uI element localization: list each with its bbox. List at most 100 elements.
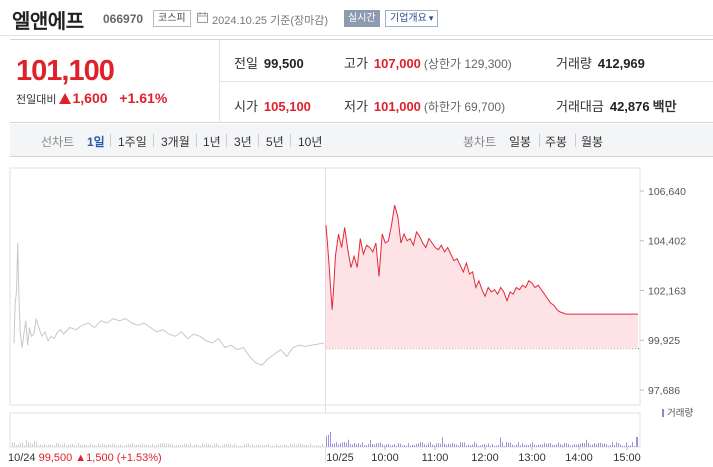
volume-bar: [214, 443, 215, 447]
tab-weekly-candle[interactable]: 주봉: [545, 135, 568, 149]
price-chart[interactable]: 106,640 104,402 102,163 99,925 97,686 거래량 10/2…: [0, 158, 713, 467]
change-percent: +1.61%: [119, 90, 168, 106]
tab-5y[interactable]: 5년: [266, 135, 284, 149]
volume-bar: [330, 431, 331, 447]
trade-value-unit: 백만: [652, 99, 677, 114]
y-tick-label: 97,686: [648, 385, 680, 397]
volume-bar: [196, 444, 197, 447]
volume-bar: [38, 445, 39, 447]
trade-value-value: 42,876: [609, 99, 650, 114]
volume-bar: [236, 445, 237, 447]
volume-bar: [190, 443, 191, 447]
volume-bar: [462, 442, 463, 447]
line-chart-label[interactable]: 선차트: [41, 135, 75, 149]
change-amount: 1,600: [72, 90, 108, 106]
volume-bar: [230, 443, 231, 447]
volume-bar: [440, 443, 441, 447]
tab-monthly-candle[interactable]: 월봉: [581, 135, 604, 149]
volume-bar: [126, 444, 127, 447]
volume-bar: [584, 443, 585, 447]
volume-bar: [636, 437, 638, 447]
volume-bar: [592, 444, 593, 447]
prev-close-value: 99,500: [263, 56, 304, 71]
volume-bar: [548, 443, 549, 447]
volume-bar: [202, 443, 203, 447]
volume-bar: [510, 442, 511, 447]
volume-bar: [130, 444, 131, 447]
volume-bar: [250, 445, 251, 447]
volume-bar: [244, 444, 245, 447]
volume-bar: [106, 445, 107, 447]
volume-bar: [276, 444, 277, 447]
prev-day-date: 10/24: [8, 452, 39, 464]
volume-bar: [480, 445, 481, 447]
volume-bar: [436, 443, 437, 447]
volume-bar: [372, 443, 373, 447]
volume-bar: [98, 443, 99, 447]
volume-bar: [426, 445, 427, 447]
volume-bar: [208, 444, 209, 447]
x-tick-label: 14:00: [565, 452, 593, 464]
upper-limit: (상한가 129,300): [423, 57, 512, 71]
volume-bar: [468, 444, 469, 447]
tab-10y[interactable]: 10년: [298, 135, 323, 149]
volume-bar: [176, 445, 177, 447]
volume-bar: [626, 442, 627, 447]
volume-bar: [302, 444, 303, 447]
tab-1y[interactable]: 1년: [203, 135, 221, 149]
volume-bar: [212, 445, 213, 447]
volume-bar: [360, 444, 361, 447]
volume-bar: [568, 444, 569, 447]
volume-bar: [342, 442, 343, 447]
volume-bar: [256, 445, 257, 447]
volume-bar: [368, 443, 369, 447]
volume-bar: [452, 443, 453, 447]
volume-bar: [430, 442, 431, 447]
tab-daily-candle[interactable]: 일봉: [509, 135, 532, 149]
volume-bar: [328, 434, 329, 447]
current-price: 101,100: [16, 55, 115, 87]
company-overview-button[interactable]: 기업개요 ▾: [385, 10, 439, 27]
volume-bar: [60, 445, 61, 447]
volume-bar: [396, 445, 397, 447]
volume-bar: [66, 445, 67, 447]
volume-bar: [432, 444, 433, 447]
tab-3y[interactable]: 3년: [234, 135, 252, 149]
volume-bar: [546, 443, 547, 447]
volume-bar: [160, 443, 161, 447]
tab-3m[interactable]: 3개월: [161, 135, 190, 149]
volume-bar: [170, 444, 171, 447]
volume-bar: [348, 439, 349, 447]
tab-1d[interactable]: 1일: [87, 135, 105, 149]
volume-bar: [320, 445, 321, 447]
tab-1w[interactable]: 1주일: [118, 135, 147, 149]
volume-bar: [634, 445, 635, 447]
volume-bar: [624, 445, 625, 447]
volume-bar: [224, 443, 225, 447]
volume-bar: [16, 445, 17, 447]
volume-bar: [470, 445, 471, 447]
volume-bar: [630, 445, 631, 447]
volume-bar: [400, 443, 401, 447]
volume-bar: [384, 445, 385, 447]
volume-bar: [154, 445, 155, 447]
candle-chart-label[interactable]: 봉차트: [463, 135, 497, 149]
series-line-prev-day: [13, 242, 325, 366]
volume-bar: [180, 445, 181, 447]
volume-bar: [376, 443, 377, 447]
volume-bar: [608, 445, 609, 447]
x-tick-label: 15:00: [613, 452, 641, 464]
volume-bar: [586, 439, 587, 447]
volume-bar: [386, 444, 387, 447]
series-line-today: [325, 205, 638, 315]
volume-bar: [238, 445, 239, 447]
volume-bar: [158, 443, 159, 447]
realtime-button[interactable]: 실시간: [344, 10, 380, 27]
volume-bar: [234, 443, 235, 447]
volume-bar: [354, 442, 355, 447]
volume-bar: [298, 443, 299, 447]
volume-bar: [422, 442, 423, 447]
volume-bar: [64, 443, 65, 447]
volume-bar: [112, 443, 113, 447]
volume-bar: [288, 445, 289, 447]
